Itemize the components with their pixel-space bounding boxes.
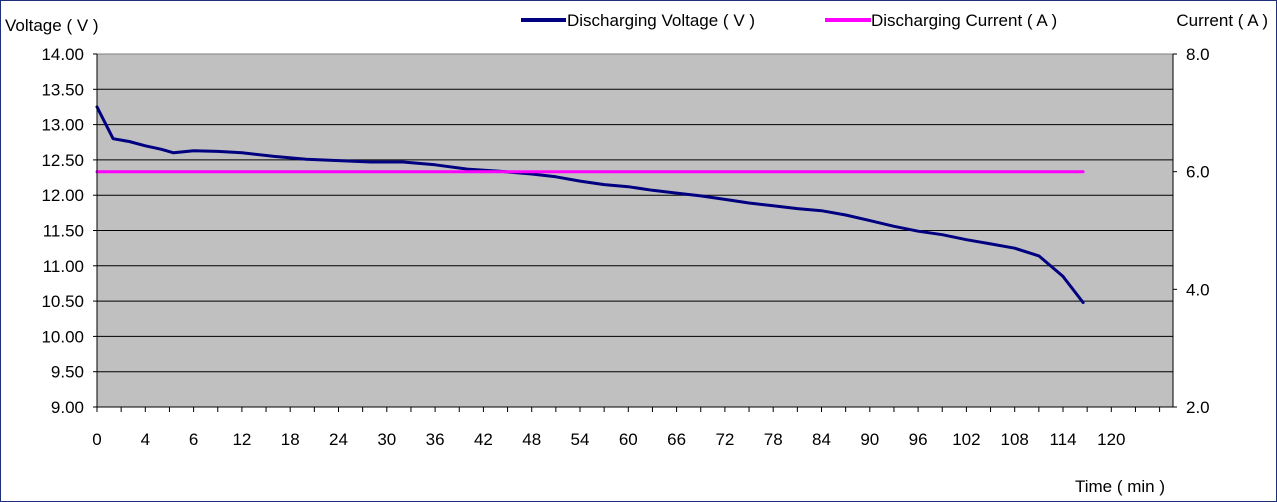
x-tick-label: 0 xyxy=(92,430,101,449)
y-left-tick-label: 12.00 xyxy=(41,186,84,205)
y-left-tick-label: 13.50 xyxy=(41,80,84,99)
y-left-tick-label: 9.50 xyxy=(51,363,84,382)
x-tick-label: 96 xyxy=(909,430,928,449)
x-tick-label: 54 xyxy=(571,430,590,449)
x-tick-label: 102 xyxy=(952,430,980,449)
x-tick-label: 12 xyxy=(232,430,251,449)
x-tick-label: 48 xyxy=(522,430,541,449)
y-left-tick-label: 10.50 xyxy=(41,292,84,311)
axes xyxy=(93,53,1177,412)
y-right-tick-label: 8.0 xyxy=(1186,45,1210,64)
x-tick-label: 114 xyxy=(1049,430,1076,449)
x-axis-title: Time ( min ) xyxy=(1075,477,1165,496)
series-layer xyxy=(95,105,1085,304)
y-right-tick-label: 4.0 xyxy=(1186,280,1210,299)
x-tick-label: 84 xyxy=(812,430,831,449)
x-tick-labels: 0 4 6 12 18 24 30 36 42 48 54 60 66 72 78 84 90 96 102 108 1… xyxy=(92,430,1125,449)
x-tick-label: 30 xyxy=(377,430,396,449)
y-right-tick-labels: 8.0 6.0 4.0 2.0 xyxy=(1186,45,1210,417)
x-tick-label: 78 xyxy=(764,430,783,449)
y-left-tick-label: 10.00 xyxy=(41,327,84,346)
y-left-tick-labels: 14.00 13.50 13.00 12.50 12.00 11.50 11.00 10.50… xyxy=(41,45,84,417)
x-tick-label: 120 xyxy=(1097,430,1125,449)
x-tick-label: 108 xyxy=(1001,430,1029,449)
y-left-tick-label: 14.00 xyxy=(41,45,84,64)
y-left-tick-label: 11.50 xyxy=(43,222,84,241)
y-left-tick-label: 13.00 xyxy=(41,116,84,135)
y-left-tick-label: 12.50 xyxy=(41,151,84,170)
legend: Discharging Voltage ( V ) Discharging Cu… xyxy=(521,11,1057,30)
x-tick-label: 42 xyxy=(474,430,493,449)
series-line-discharging-voltage xyxy=(95,105,1085,304)
x-tick-label: 18 xyxy=(281,430,300,449)
legend-label-voltage: Discharging Voltage ( V ) xyxy=(567,11,755,30)
x-tick-label: 72 xyxy=(715,430,734,449)
y-left-axis-title: Voltage ( V ) xyxy=(5,16,99,35)
x-tick-label: 90 xyxy=(860,430,879,449)
y-right-tick-label: 6.0 xyxy=(1186,163,1210,182)
x-tick-label: 6 xyxy=(189,430,198,449)
x-tick-label: 36 xyxy=(426,430,445,449)
gridlines xyxy=(97,88,1173,373)
y-right-tick-label: 2.0 xyxy=(1186,398,1210,417)
x-tick-label: 60 xyxy=(619,430,638,449)
y-left-tick-label: 11.00 xyxy=(43,257,84,276)
y-right-axis-title: Current ( A ) xyxy=(1176,11,1268,30)
x-tick-label: 24 xyxy=(329,430,348,449)
legend-label-current: Discharging Current ( A ) xyxy=(871,11,1057,30)
x-tick-label: 66 xyxy=(667,430,686,449)
x-tick-label: 4 xyxy=(141,430,150,449)
y-left-tick-label: 9.00 xyxy=(51,398,84,417)
